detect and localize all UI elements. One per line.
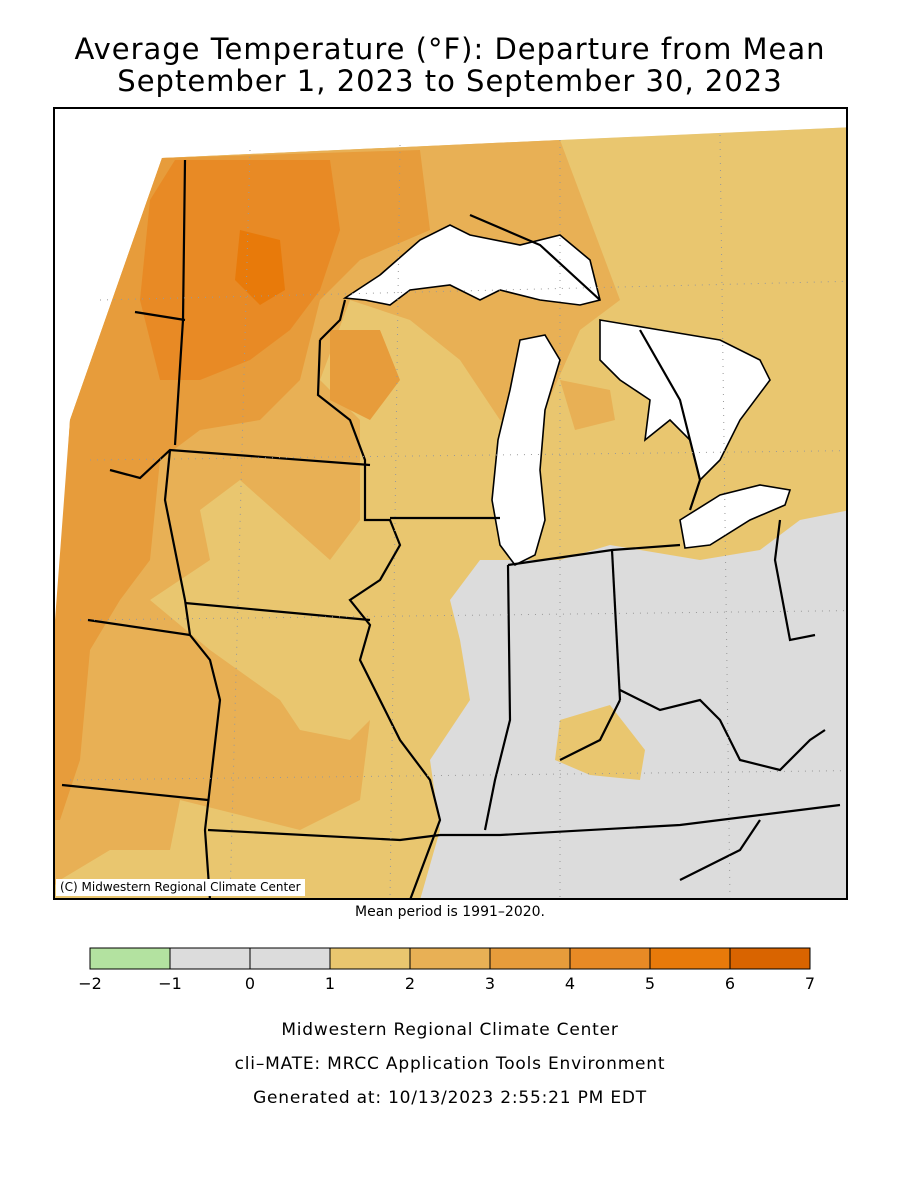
legend-tick-label: 4 xyxy=(565,974,575,993)
zone-2-3-mi xyxy=(560,380,615,430)
zone-2-3-ky xyxy=(555,705,645,780)
footer-generated: Generated at: 10/13/2023 2:55:21 PM EDT xyxy=(253,1088,647,1108)
legend-tick-label: 3 xyxy=(485,974,495,993)
legend-box xyxy=(169,947,251,970)
legend-box xyxy=(89,947,171,970)
legend-tick-label: 6 xyxy=(725,974,735,993)
footer-tool: cli–MATE: MRCC Application Tools Environ… xyxy=(234,1054,666,1074)
legend-box xyxy=(569,947,651,970)
graticule xyxy=(69,134,847,899)
mean-period-note: Mean period is 1991–2020. xyxy=(355,904,545,920)
legend-tick-label: 7 xyxy=(805,974,815,993)
legend-tick-label: 1 xyxy=(325,974,335,993)
legend-tick-label: 0 xyxy=(245,974,255,993)
temperature-departure-map xyxy=(53,107,848,900)
legend-box xyxy=(249,947,331,970)
legend-tick-label: −2 xyxy=(78,974,102,993)
color-legend: −2 −1 0 1 2 3 4 5 6 7 xyxy=(78,947,815,993)
zone-3-4-wi xyxy=(330,330,400,420)
map-title-line1: Average Temperature (°F): Departure from… xyxy=(74,32,826,66)
legend-tick-label: 2 xyxy=(405,974,415,993)
footer-org: Midwestern Regional Climate Center xyxy=(281,1020,619,1040)
lake-michigan xyxy=(491,334,561,567)
map-frame xyxy=(53,107,848,900)
lake-superior xyxy=(342,224,601,306)
legend-tick-label: 5 xyxy=(645,974,655,993)
legend-box xyxy=(409,947,491,970)
legend-box xyxy=(729,947,811,970)
map-title-line2: September 1, 2023 to September 30, 2023 xyxy=(117,64,783,98)
legend-box xyxy=(329,947,411,970)
legend-box xyxy=(649,947,731,970)
legend-tick-label: −1 xyxy=(158,974,182,993)
copyright-label: (C) Midwestern Regional Climate Center xyxy=(56,879,305,896)
legend-box xyxy=(489,947,571,970)
lake-erie xyxy=(679,484,792,549)
state-borders xyxy=(61,159,841,899)
